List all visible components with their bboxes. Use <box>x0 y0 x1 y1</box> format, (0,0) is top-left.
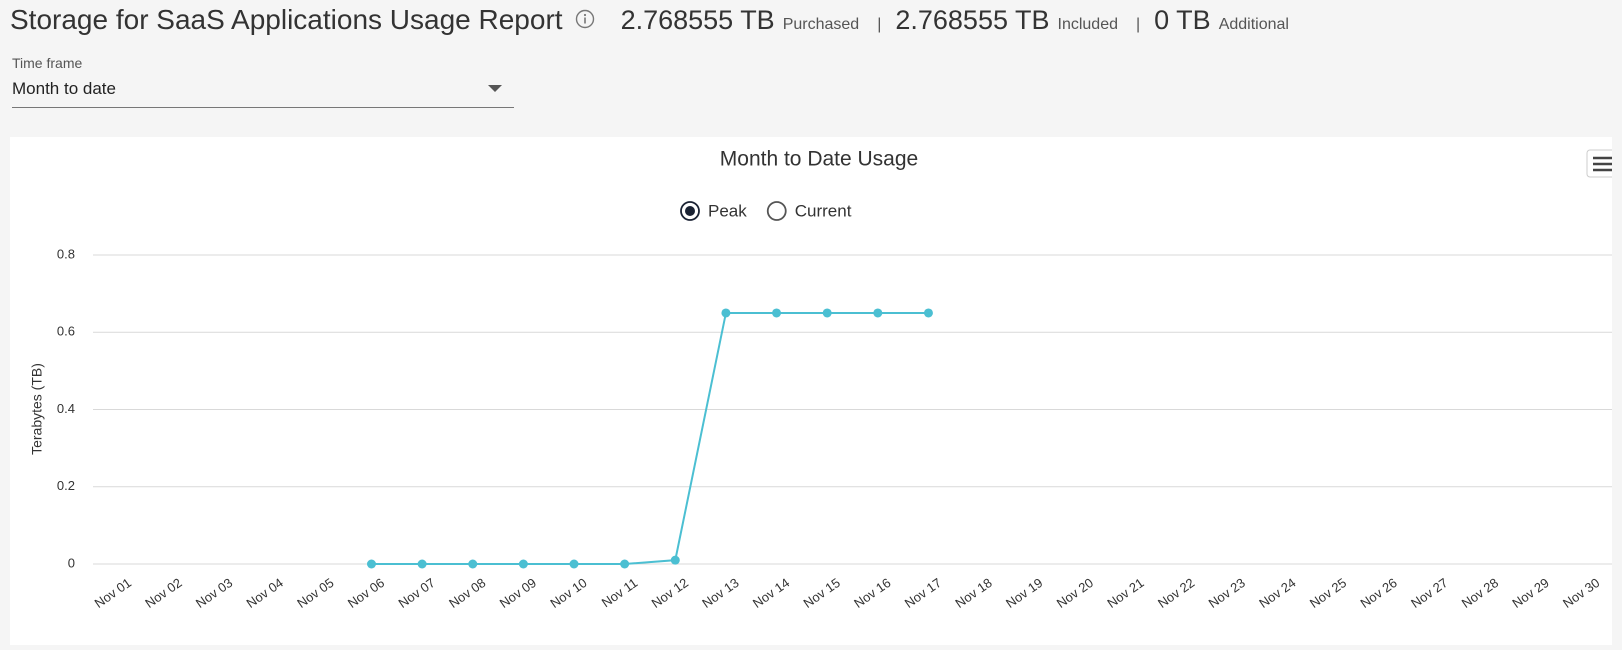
data-point <box>417 559 427 569</box>
data-point <box>620 559 630 569</box>
x-tick-label: Nov 24 <box>1256 575 1298 611</box>
x-tick-label: Nov 20 <box>1054 575 1096 611</box>
x-tick-label: Nov 27 <box>1408 575 1450 611</box>
menu-button[interactable] <box>1586 149 1618 178</box>
x-tick-label: Nov 25 <box>1307 575 1349 611</box>
stat: 2.768555 TB Included <box>895 5 1118 36</box>
x-tick-label: Nov 16 <box>851 575 893 611</box>
x-tick-label: Nov 04 <box>244 575 286 611</box>
x-tick-label: Nov 17 <box>902 575 944 611</box>
x-tick-label: Nov 01 <box>92 575 134 611</box>
y-tick-label: 0.2 <box>57 478 75 493</box>
y-tick-label: 0.8 <box>57 246 75 261</box>
radio-dot <box>685 206 695 216</box>
x-tick-label: Nov 30 <box>1560 575 1602 611</box>
x-tick-label: Nov 14 <box>750 575 792 611</box>
x-tick-label: Nov 15 <box>801 575 843 611</box>
x-tick-label: Nov 10 <box>547 575 589 611</box>
x-tick-label: Nov 18 <box>952 575 994 611</box>
series-line <box>371 311 929 565</box>
dropdown-arrow <box>488 85 502 92</box>
stat: 0 TB Additional <box>1154 5 1289 36</box>
radio-option[interactable]: Peak <box>680 201 747 221</box>
x-tick-label: Nov 03 <box>193 575 235 611</box>
x-tick-label: Nov 21 <box>1104 575 1146 611</box>
x-tick-label: Nov 07 <box>395 575 437 611</box>
stat-value: 2.768555 TB <box>895 5 1050 35</box>
x-tick-label: Nov 06 <box>345 575 387 611</box>
data-point <box>569 559 579 569</box>
radio-label: Peak <box>708 201 747 220</box>
x-tick-label: Nov 28 <box>1459 575 1501 611</box>
filter-label: Time frame <box>12 55 83 71</box>
data-point <box>822 308 832 318</box>
data-point <box>721 308 731 318</box>
y-tick-label: 0 <box>68 555 75 570</box>
chart-panel: Month to Date Usage Terabytes (TB) Peak C… <box>10 137 1618 645</box>
stat-label: Included <box>1057 16 1119 33</box>
x-tick-label: Nov 12 <box>649 575 691 611</box>
dropdown[interactable]: Month to date <box>12 79 514 108</box>
x-tick-label: Nov 02 <box>142 575 184 611</box>
data-point <box>923 308 933 318</box>
dropdown-value: Month to date <box>12 79 116 98</box>
radio-option[interactable]: Current <box>766 201 852 221</box>
radio-label: Current <box>795 201 852 220</box>
separator: | <box>1136 16 1141 33</box>
stat-label: Purchased <box>782 16 860 33</box>
y-tick-label: 0.6 <box>57 324 75 339</box>
x-tick-label: Nov 19 <box>1003 575 1045 611</box>
y-axis-label: Terabytes (TB) <box>29 363 45 455</box>
data-point <box>468 559 478 569</box>
stat-value: 0 TB <box>1154 5 1211 35</box>
x-tick-label: Nov 08 <box>446 575 488 611</box>
x-tick-label: Nov 22 <box>1155 575 1197 611</box>
x-tick-label: Nov 13 <box>699 575 741 611</box>
data-point <box>366 559 376 569</box>
x-tick-label: Nov 29 <box>1509 575 1551 611</box>
data-point <box>772 308 782 318</box>
stat-label: Additional <box>1218 16 1289 33</box>
data-point <box>670 555 680 565</box>
stat: 2.768555 TB Purchased <box>621 5 860 36</box>
stat-value: 2.768555 TB <box>620 5 775 35</box>
chart: Month to Date Usage Terabytes (TB) Peak C… <box>29 148 1618 611</box>
header: Storage for SaaS Applications Usage Repo… <box>10 4 1307 44</box>
chart-title: Month to Date Usage <box>720 148 918 171</box>
x-tick-label: Nov 26 <box>1357 575 1399 611</box>
page-title: Storage for SaaS Applications Usage Repo… <box>10 4 563 35</box>
y-tick-label: 0.4 <box>57 401 75 416</box>
data-point <box>518 559 528 569</box>
x-tick-label: Nov 05 <box>294 575 336 611</box>
separator: | <box>877 16 882 33</box>
x-tick-label: Nov 09 <box>497 575 539 611</box>
x-tick-label: Nov 11 <box>599 575 641 610</box>
info-icon[interactable] <box>575 9 595 29</box>
data-point <box>873 308 883 318</box>
time-frame-filter: Time frame Month to date <box>12 55 514 108</box>
radio-circle <box>766 201 787 221</box>
x-tick-label: Nov 23 <box>1206 575 1248 611</box>
